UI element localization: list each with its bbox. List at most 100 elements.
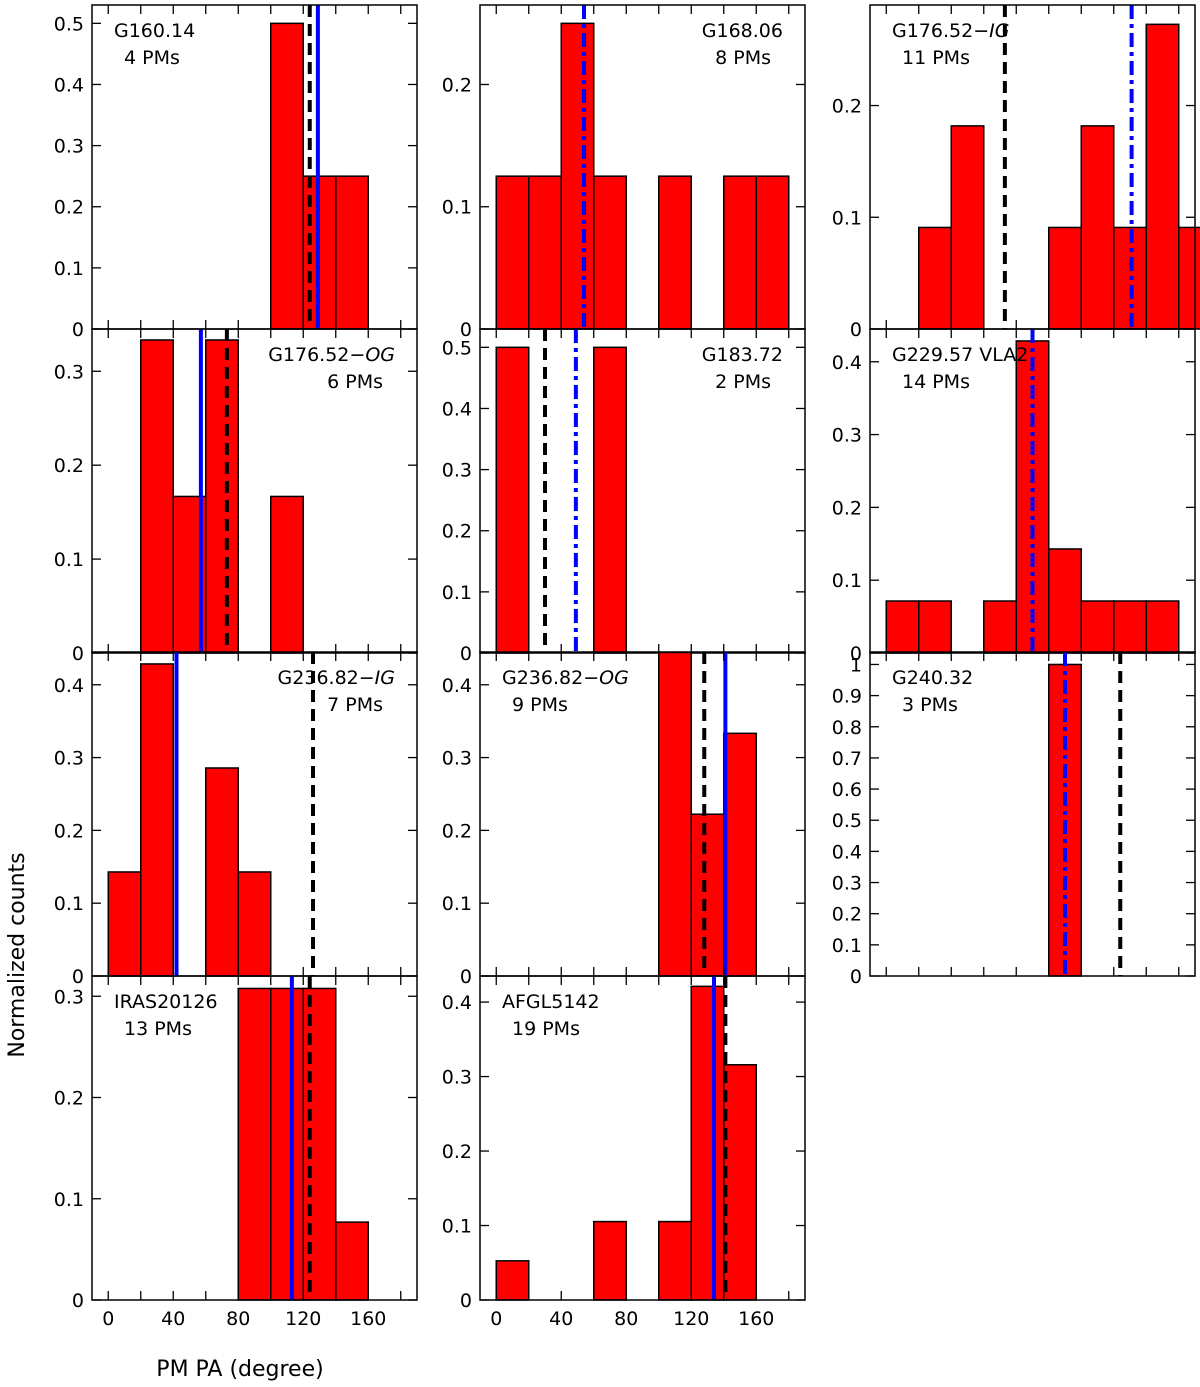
- bar-afgl-2: [658, 1220, 692, 1301]
- panel-pm-count-g168: 8 PMs: [715, 47, 771, 69]
- y-tick-label-g236ig-4: 0.4: [54, 675, 84, 697]
- panel-name-g236ig: G236.82−IG: [278, 667, 395, 689]
- bar-afgl-0: [495, 1260, 530, 1301]
- panel-afgl: 0 0.1 0.2 0.3 0.4 0 40 80 120 160 AFGL5142 19 PMs: [442, 975, 806, 1330]
- bar-g176ig-5: [1145, 23, 1180, 330]
- y-tick-label-iras-2: 0.2: [54, 1088, 84, 1110]
- y-tick-label-g236ig-1: 0.1: [54, 893, 84, 915]
- y-tick-label-g176og-2: 0.2: [54, 455, 84, 477]
- panel-name-g160: G160.14: [114, 20, 195, 42]
- bar-g229-2: [983, 600, 1017, 654]
- y-tick-label-g160-0: 0: [72, 319, 84, 341]
- panel-g229: 0 0.1 0.2 0.3 0.4 G229.57 VLA2 14 PMs: [832, 328, 1196, 665]
- y-tick-label-iras-0: 0: [72, 1290, 84, 1312]
- y-tick-label-g240-6: 0.6: [832, 779, 862, 801]
- y-tick-label-g183-2: 0.2: [442, 521, 472, 543]
- y-tick-label-g176og-3: 0.3: [54, 361, 84, 383]
- x-axis-title: PM PA (degree): [156, 1357, 323, 1382]
- bar-g229-7: [1145, 600, 1180, 654]
- panel-frame-g183: [479, 328, 806, 654]
- panel-pm-count-g176og: 6 PMs: [327, 371, 383, 393]
- bar-g229-0: [885, 600, 920, 654]
- y-tick-label-g176ig-0: 0: [850, 319, 862, 341]
- y-axis-title: Normalized counts: [5, 852, 30, 1057]
- y-tick-label-afgl-1: 0.1: [442, 1216, 472, 1238]
- bar-g236og-1: [690, 813, 725, 977]
- x-tick-label-afgl-1: 40: [549, 1308, 573, 1330]
- bar-afgl-3: [690, 985, 725, 1301]
- panel-frame-afgl: [479, 975, 806, 1301]
- bar-g176ig-6: [1178, 226, 1200, 330]
- panel-pm-count-g240: 3 PMs: [902, 694, 958, 716]
- y-tick-label-afgl-2: 0.2: [442, 1141, 472, 1163]
- y-tick-label-g240-2: 0.2: [832, 904, 862, 926]
- panels-layer: 0 0.1 0.2 0.3 0.4 0.5 G160.14 4 PMs 0 0.1 0.2 G168.…: [54, 4, 1200, 1330]
- bar-g236og-0: [658, 651, 692, 977]
- panel-name-g240: G240.32: [892, 667, 973, 689]
- y-tick-label-g183-0: 0: [460, 643, 472, 665]
- bar-g168-5: [723, 175, 757, 330]
- y-tick-label-g229-4: 0.4: [832, 352, 862, 374]
- bar-g168-1: [528, 175, 562, 330]
- panel-pm-count-g236og: 9 PMs: [512, 694, 568, 716]
- bar-g168-4: [658, 175, 692, 330]
- y-tick-label-iras-1: 0.1: [54, 1189, 84, 1211]
- y-tick-label-g183-1: 0.1: [442, 582, 472, 604]
- bar-g236ig-0: [107, 871, 142, 977]
- panel-g236ig: 0 0.1 0.2 0.3 0.4 G236.82−IG 7 PMs: [54, 651, 418, 988]
- y-tick-label-g240-7: 0.7: [832, 748, 862, 770]
- y-tick-label-g176ig-2: 0.2: [832, 96, 862, 118]
- y-tick-label-g240-9: 0.9: [832, 686, 862, 708]
- x-tick-label-iras-2: 80: [226, 1308, 250, 1330]
- y-tick-label-g168-2: 0.2: [442, 74, 472, 96]
- y-tick-label-g229-3: 0.3: [832, 425, 862, 447]
- bar-g229-5: [1080, 600, 1115, 654]
- x-tick-label-afgl-2: 80: [614, 1308, 638, 1330]
- y-tick-label-g176ig-1: 0.1: [832, 207, 862, 229]
- panel-name-g168: G168.06: [702, 20, 783, 42]
- y-tick-label-g168-1: 0.1: [442, 197, 472, 219]
- y-tick-label-g183-4: 0.4: [442, 398, 472, 420]
- panel-name-g176og: G176.52−OG: [268, 344, 395, 366]
- panel-pm-count-afgl: 19 PMs: [512, 1018, 580, 1040]
- y-tick-label-g160-4: 0.4: [54, 74, 84, 96]
- y-tick-label-g236og-0: 0: [460, 966, 472, 988]
- panel-pm-count-iras: 13 PMs: [124, 1018, 192, 1040]
- bar-g160-2: [335, 175, 369, 330]
- bar-g168-3: [593, 175, 627, 330]
- panel-frame-g176og: [91, 328, 418, 654]
- panel-pm-count-g183: 2 PMs: [715, 371, 771, 393]
- y-tick-label-g240-4: 0.4: [832, 841, 862, 863]
- y-tick-label-g176og-0: 0: [72, 643, 84, 665]
- y-tick-label-g236og-1: 0.1: [442, 893, 472, 915]
- y-tick-label-g240-0: 0: [850, 966, 862, 988]
- bar-g168-0: [495, 175, 530, 330]
- y-tick-label-g176og-1: 0.1: [54, 549, 84, 571]
- bar-g168-6: [755, 175, 790, 330]
- x-tick-label-afgl-4: 160: [738, 1308, 774, 1330]
- x-tick-label-afgl-3: 120: [673, 1308, 709, 1330]
- y-tick-label-g236og-2: 0.2: [442, 820, 472, 842]
- y-tick-label-afgl-0: 0: [460, 1290, 472, 1312]
- y-tick-label-g236ig-2: 0.2: [54, 820, 84, 842]
- y-tick-label-g160-3: 0.3: [54, 136, 84, 158]
- bar-g160-0: [270, 22, 304, 330]
- bar-iras-3: [335, 1221, 369, 1301]
- panel-g236og: 0 0.1 0.2 0.3 0.4 G236.82−OG 9 PMs: [442, 651, 806, 988]
- y-tick-label-g240-3: 0.3: [832, 873, 862, 895]
- x-tick-label-afgl-0: 0: [490, 1308, 502, 1330]
- panel-pm-count-g160: 4 PMs: [124, 47, 180, 69]
- y-tick-label-g183-5: 0.5: [442, 337, 472, 359]
- y-tick-label-afgl-4: 0.4: [442, 992, 472, 1014]
- bar-g229-1: [918, 600, 952, 654]
- bar-g176ig-1: [950, 125, 985, 330]
- y-tick-label-g236ig-0: 0: [72, 966, 84, 988]
- bar-g176ig-2: [1048, 226, 1082, 330]
- bar-g229-4: [1048, 548, 1082, 654]
- panel-pm-count-g236ig: 7 PMs: [327, 694, 383, 716]
- bar-g236og-2: [723, 732, 757, 977]
- panel-name-g176ig: G176.52−IG: [892, 20, 1009, 42]
- bar-g176og-3: [270, 495, 304, 654]
- panel-pm-count-g229: 14 PMs: [902, 371, 970, 393]
